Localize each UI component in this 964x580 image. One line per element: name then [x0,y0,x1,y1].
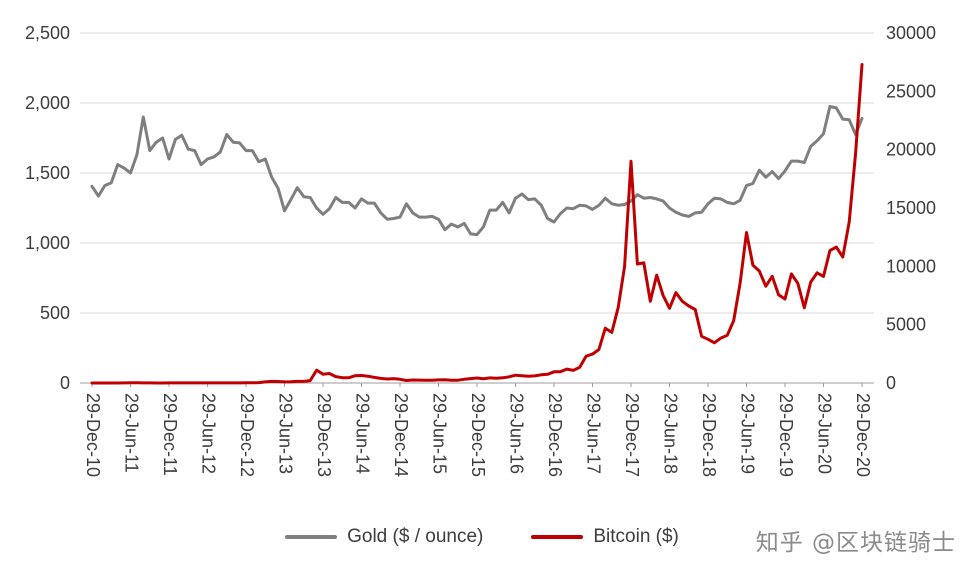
right-axis-tick-label: 30000 [886,23,936,43]
right-axis-tick-label: 20000 [886,140,936,160]
x-axis-tick-label: 29-Dec-11 [160,393,180,476]
left-axis-tick-label: 2,000 [25,93,70,113]
x-axis-tick-label: 29-Jun-19 [738,393,758,474]
right-axis-tick-label: 0 [886,373,896,393]
x-axis-tick-label: 29-Jun-11 [122,393,142,473]
x-axis-tick-label: 29-Jun-18 [661,393,681,474]
x-axis-tick-label: 29-Dec-18 [699,393,719,477]
left-axis-tick-label: 1,500 [25,163,70,183]
left-axis-tick-label: 500 [40,303,70,323]
x-axis-tick-label: 29-Dec-12 [237,393,257,477]
watermark: 知乎 @区块链骑士 [755,530,956,556]
right-axis-tick-label: 25000 [886,81,936,101]
x-axis-tick-label: 29-Jun-17 [584,393,604,474]
right-axis-tick-label: 10000 [886,256,936,276]
x-axis-tick-label: 29-Jun-14 [353,393,373,474]
x-axis-tick-label: 29-Dec-14 [391,393,411,477]
x-axis-tick-label: 29-Dec-19 [776,393,796,477]
x-axis-tick-label: 29-Dec-17 [622,393,642,477]
right-axis-tick-label: 5000 [886,315,926,335]
x-axis-tick-label: 29-Jun-13 [276,393,296,474]
left-axis-tick-label: 1,000 [25,233,70,253]
x-axis-tick-label: 29-Dec-20 [853,393,873,477]
x-axis-tick-label: 29-Dec-16 [545,393,565,477]
left-axis-tick-label: 2,500 [25,23,70,43]
x-axis-tick-label: 29-Dec-13 [314,393,334,477]
x-axis-tick-label: 29-Dec-10 [83,393,103,477]
bitcoin-series-line [90,63,864,385]
left-axis-tick-label: 0 [60,373,70,393]
x-axis-tick-label: 29-Jun-15 [430,393,450,474]
x-axis-tick-label: 29-Jun-20 [815,393,835,474]
x-axis-tick-label: 29-Dec-15 [468,393,488,477]
x-axis-tick-label: 29-Jun-12 [199,393,219,474]
x-axis-tick-label: 29-Jun-16 [507,393,527,474]
gold-series-line [90,105,864,237]
right-axis-tick-label: 15000 [886,198,936,218]
